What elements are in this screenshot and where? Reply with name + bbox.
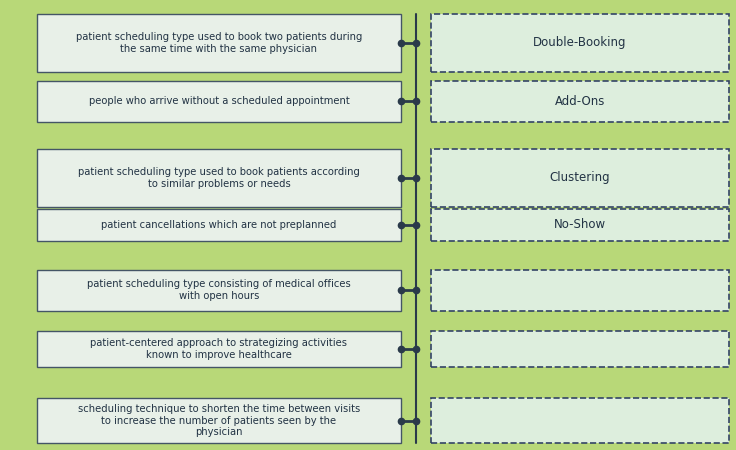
Text: people who arrive without a scheduled appointment: people who arrive without a scheduled ap…: [88, 96, 350, 106]
Text: scheduling technique to shorten the time between visits
to increase the number o: scheduling technique to shorten the time…: [78, 404, 360, 437]
FancyBboxPatch shape: [37, 270, 401, 310]
FancyBboxPatch shape: [37, 81, 401, 122]
Text: No-Show: No-Show: [553, 219, 606, 231]
Text: Double-Booking: Double-Booking: [533, 36, 626, 49]
Text: Clustering: Clustering: [549, 171, 610, 184]
FancyBboxPatch shape: [431, 148, 729, 207]
FancyBboxPatch shape: [37, 398, 401, 443]
FancyBboxPatch shape: [431, 81, 729, 122]
Text: patient scheduling type consisting of medical offices
with open hours: patient scheduling type consisting of me…: [87, 279, 351, 301]
FancyBboxPatch shape: [431, 398, 729, 443]
FancyBboxPatch shape: [37, 148, 401, 207]
Text: patient cancellations which are not preplanned: patient cancellations which are not prep…: [102, 220, 336, 230]
Text: patient scheduling type used to book patients according
to similar problems or n: patient scheduling type used to book pat…: [78, 167, 360, 189]
FancyBboxPatch shape: [431, 270, 729, 310]
FancyBboxPatch shape: [431, 209, 729, 241]
FancyBboxPatch shape: [37, 331, 401, 367]
Text: patient scheduling type used to book two patients during
the same time with the : patient scheduling type used to book two…: [76, 32, 362, 54]
Text: Add-Ons: Add-Ons: [554, 95, 605, 108]
FancyBboxPatch shape: [37, 209, 401, 241]
FancyBboxPatch shape: [431, 14, 729, 72]
FancyBboxPatch shape: [431, 331, 729, 367]
Text: patient-centered approach to strategizing activities
known to improve healthcare: patient-centered approach to strategizin…: [91, 338, 347, 360]
FancyBboxPatch shape: [37, 14, 401, 72]
